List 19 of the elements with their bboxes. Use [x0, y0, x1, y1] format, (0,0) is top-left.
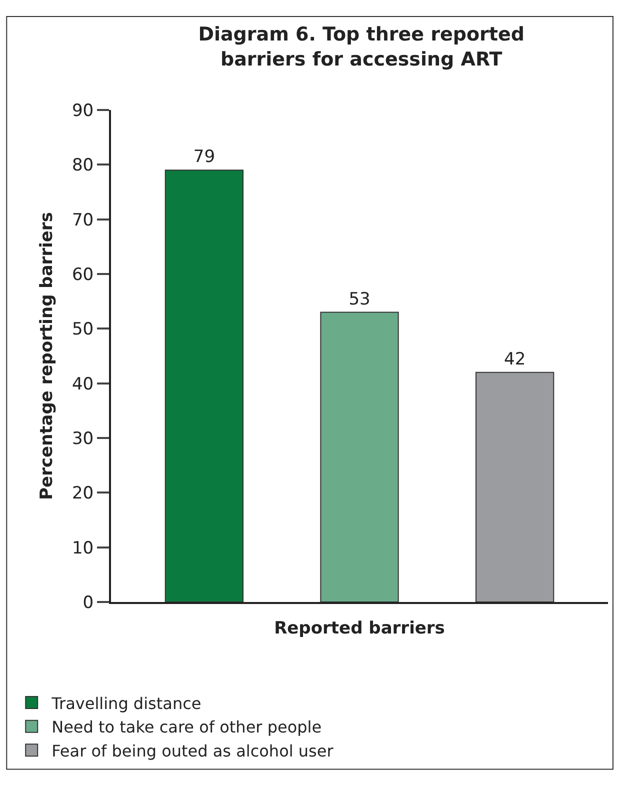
y-tick-label: 0: [82, 592, 94, 613]
x-axis-title: Reported barriers: [274, 618, 445, 638]
legend-label: Travelling distance: [50, 694, 202, 713]
legend-label: Need to take care of other people: [52, 718, 322, 737]
y-tick-label: 60: [72, 264, 94, 285]
y-tick-label: 50: [72, 320, 94, 340]
y-tick-label: 20: [72, 484, 94, 504]
y-tick-label: 80: [72, 156, 94, 176]
y-tick-label: 40: [72, 374, 94, 394]
y-tick-label: 70: [72, 210, 94, 230]
data-label: 79: [193, 147, 216, 168]
legend-label: Fear of being outed as alcohol user: [52, 741, 334, 760]
y-axis-title: Percentage reporting barriers: [37, 212, 58, 500]
y-tick-label: 90: [72, 100, 94, 121]
chart-title: Diagram 6. Top three reported barriers for accessing ART: [198, 24, 524, 70]
y-tick-label: 10: [72, 538, 94, 558]
y-tick-label: 30: [72, 428, 94, 449]
data-label: 53: [348, 289, 370, 310]
data-label: 42: [504, 349, 526, 370]
